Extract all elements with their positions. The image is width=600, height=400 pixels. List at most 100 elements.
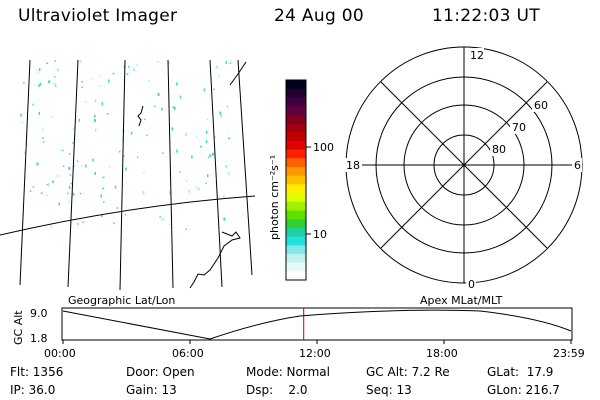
colorbar-cell [286, 245, 306, 255]
speckle [80, 165, 83, 167]
speckle [26, 144, 28, 146]
speckle [103, 201, 105, 203]
speckle [196, 136, 198, 139]
speckle [136, 156, 139, 158]
speckle [205, 140, 208, 143]
label-bg [572, 158, 582, 172]
speckle [124, 214, 127, 216]
speckle [78, 118, 81, 122]
speckle [29, 190, 32, 192]
speckle [126, 73, 129, 75]
mlt-label-0: 0 [468, 278, 475, 291]
speckle [207, 156, 210, 159]
speckle [69, 174, 71, 176]
speckle [203, 88, 206, 92]
speckle [161, 107, 163, 111]
speckle [94, 128, 97, 132]
speckle [42, 141, 45, 143]
latitude-line [0, 195, 256, 236]
speckle [37, 71, 39, 74]
speckle [68, 185, 71, 189]
speckle [41, 137, 44, 139]
polar-label: Apex MLat/MLT [420, 294, 503, 307]
speckle [99, 75, 102, 77]
label-bg [344, 158, 362, 172]
speckle [84, 101, 87, 103]
speckle [162, 152, 164, 154]
speckle [168, 62, 170, 64]
speckle [136, 64, 138, 66]
speckle [50, 115, 53, 118]
speckle [91, 77, 93, 80]
speckle [222, 195, 225, 198]
speckle [72, 128, 75, 130]
speckle [188, 189, 191, 193]
label-bg [532, 98, 550, 112]
speckle [53, 76, 56, 78]
speckle [38, 68, 41, 72]
speckle [39, 82, 42, 86]
colorbar-ticks [306, 146, 311, 235]
altitude-ytick-bottom: 1.8 [30, 332, 48, 345]
colorbar-cell [286, 193, 306, 203]
speckle [206, 118, 208, 121]
colorbar-cell [286, 184, 306, 194]
colorbar-cell [286, 88, 306, 98]
colorbar-cell [286, 253, 306, 264]
speckle [154, 105, 156, 108]
colorbar-cell [286, 97, 306, 107]
speckle [42, 128, 44, 131]
colorbar-cell [286, 201, 306, 211]
label-bg [510, 120, 528, 134]
speckle [38, 111, 40, 115]
speckle [101, 214, 103, 217]
speckle [100, 194, 102, 198]
speckle [223, 217, 226, 221]
speckle [212, 152, 215, 156]
mode-value: Mode: Normal [246, 365, 330, 379]
speckle [179, 95, 182, 99]
colorbar-cell [286, 123, 306, 133]
speckle [38, 84, 40, 88]
speckle [176, 82, 178, 86]
speckle [82, 221, 85, 223]
meridian-line [67, 59, 79, 288]
speckle [209, 154, 211, 158]
auroral-speckles [20, 60, 232, 230]
meridian-line [237, 59, 253, 276]
speckle [176, 149, 178, 153]
speckle [171, 127, 174, 131]
altitude-ylabel: GC Alt [12, 310, 25, 345]
x-tick-label-0000: 00:00 [44, 347, 76, 360]
colorbar-cell [286, 236, 306, 246]
lat-label-80: 80 [492, 143, 506, 156]
speckle [179, 171, 181, 173]
speckle [185, 228, 187, 230]
speckle [220, 115, 223, 117]
speckle [213, 88, 215, 90]
speckle [94, 171, 96, 175]
speckle [48, 183, 50, 187]
x-tick-label-2359: 23:59 [553, 347, 585, 360]
speckle [77, 223, 79, 225]
door-status: Door: Open [126, 365, 195, 379]
speckle [92, 158, 94, 162]
colorbar-cell [286, 227, 306, 238]
label-bg [490, 142, 508, 156]
speckle [54, 60, 57, 62]
colorbar-cell [286, 219, 306, 229]
mlt-label-6: 6 [574, 159, 581, 172]
speckle [146, 134, 148, 137]
speckle [159, 216, 161, 218]
flight-number: Flt: 1356 [10, 365, 64, 379]
colorbar-cell [286, 132, 306, 142]
speckle [57, 68, 59, 72]
polar-diagonal [380, 81, 548, 249]
colorbar-cell [286, 210, 306, 220]
speckle [48, 80, 51, 84]
speckle [79, 60, 82, 63]
